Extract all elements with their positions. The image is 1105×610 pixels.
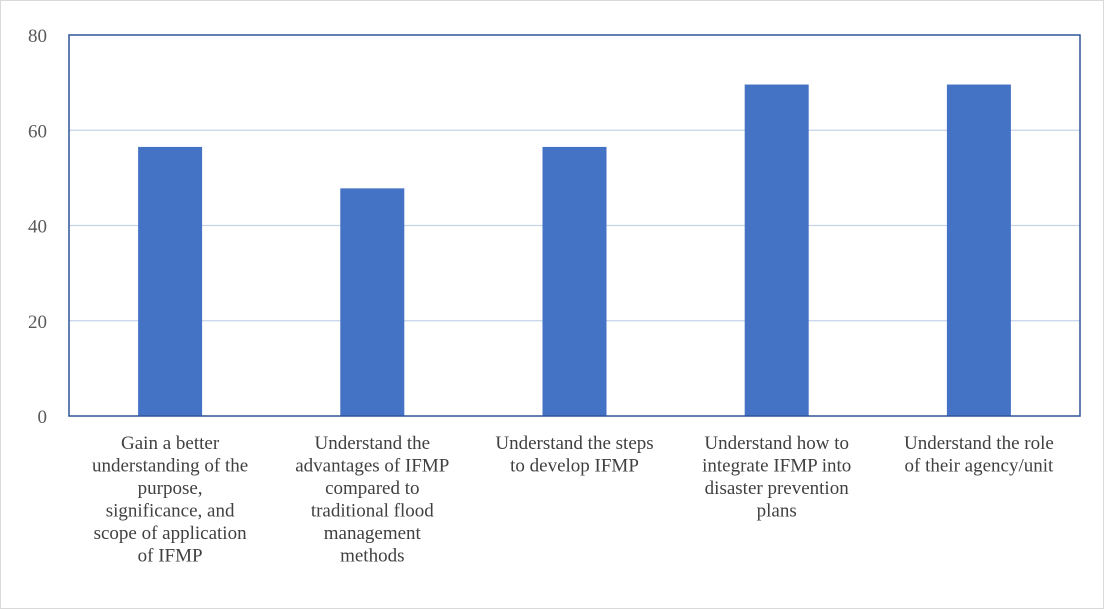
bar-4 (744, 84, 809, 416)
x-category-label-3: Understand the steps to develop IFMP (495, 433, 653, 477)
y-tick-label-0: 0 (38, 407, 48, 428)
x-category-label-2: Understand the advantages of IFMP compared… (295, 433, 449, 567)
bar-3 (542, 146, 607, 416)
bar-5 (946, 84, 1011, 416)
y-tick-label-60: 60 (28, 121, 47, 142)
y-tick-label-20: 20 (28, 312, 47, 333)
x-category-label-4: Understand how to integrate IFMP into disa… (702, 433, 851, 522)
y-tick-label-80: 80 (28, 26, 47, 47)
x-category-labels: Gain a better understanding of the purpose… (92, 433, 1054, 567)
bar-2 (340, 188, 405, 416)
y-tick-labels: 0 20 40 60 80 (28, 26, 47, 428)
plot-axes (68, 34, 1081, 417)
x-category-label-1: Gain a better understanding of the purpose… (92, 433, 248, 567)
bar-1 (138, 146, 203, 416)
bars (138, 84, 1011, 416)
x-category-label-5: Understand the role of their agency/unit (904, 433, 1054, 477)
plot-border (68, 34, 1081, 417)
y-tick-label-40: 40 (28, 217, 47, 238)
